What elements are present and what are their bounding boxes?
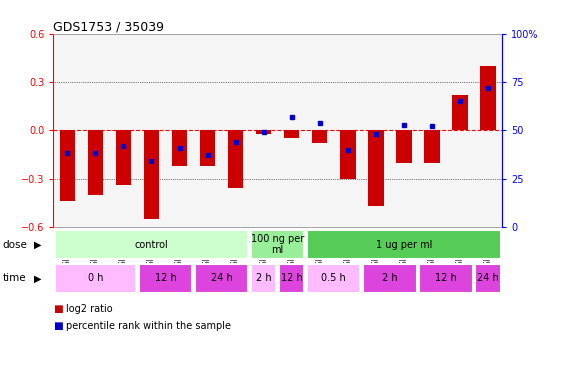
- Bar: [59, 130, 75, 201]
- Bar: [172, 130, 187, 166]
- Bar: [312, 130, 328, 143]
- Bar: [195, 264, 248, 293]
- Text: 12 h: 12 h: [435, 273, 457, 284]
- Bar: [55, 264, 136, 293]
- Text: 12 h: 12 h: [281, 273, 302, 284]
- Text: ▶: ▶: [34, 240, 41, 250]
- Bar: [368, 130, 384, 206]
- Text: 100 ng per
ml: 100 ng per ml: [251, 234, 304, 255]
- Bar: [340, 130, 356, 178]
- Bar: [88, 130, 103, 195]
- Bar: [284, 130, 300, 138]
- Bar: [139, 264, 192, 293]
- Bar: [200, 130, 215, 166]
- Bar: [251, 230, 304, 260]
- Bar: [256, 130, 272, 134]
- Text: GDS1753 / 35039: GDS1753 / 35039: [53, 21, 164, 34]
- Text: 12 h: 12 h: [155, 273, 176, 284]
- Text: 0 h: 0 h: [88, 273, 103, 284]
- Text: time: time: [3, 273, 26, 284]
- Bar: [424, 130, 440, 162]
- Text: 24 h: 24 h: [477, 273, 499, 284]
- Bar: [116, 130, 131, 185]
- Text: control: control: [135, 240, 168, 250]
- Bar: [307, 230, 501, 260]
- Bar: [452, 95, 468, 130]
- Bar: [228, 130, 243, 188]
- Bar: [364, 264, 416, 293]
- Text: 1 ug per ml: 1 ug per ml: [376, 240, 432, 250]
- Text: 2 h: 2 h: [382, 273, 398, 284]
- Text: 2 h: 2 h: [256, 273, 272, 284]
- Bar: [307, 264, 361, 293]
- Bar: [420, 264, 472, 293]
- Bar: [396, 130, 412, 162]
- Bar: [480, 66, 496, 130]
- Text: ▶: ▶: [34, 273, 41, 284]
- Bar: [55, 230, 248, 260]
- Text: ■: ■: [53, 304, 63, 314]
- Bar: [251, 264, 276, 293]
- Text: log2 ratio: log2 ratio: [66, 304, 113, 314]
- Bar: [279, 264, 304, 293]
- Text: 0.5 h: 0.5 h: [321, 273, 346, 284]
- Text: 24 h: 24 h: [211, 273, 232, 284]
- Bar: [144, 130, 159, 219]
- Text: ■: ■: [53, 321, 63, 331]
- Bar: [476, 264, 501, 293]
- Text: percentile rank within the sample: percentile rank within the sample: [66, 321, 231, 331]
- Text: dose: dose: [3, 240, 27, 250]
